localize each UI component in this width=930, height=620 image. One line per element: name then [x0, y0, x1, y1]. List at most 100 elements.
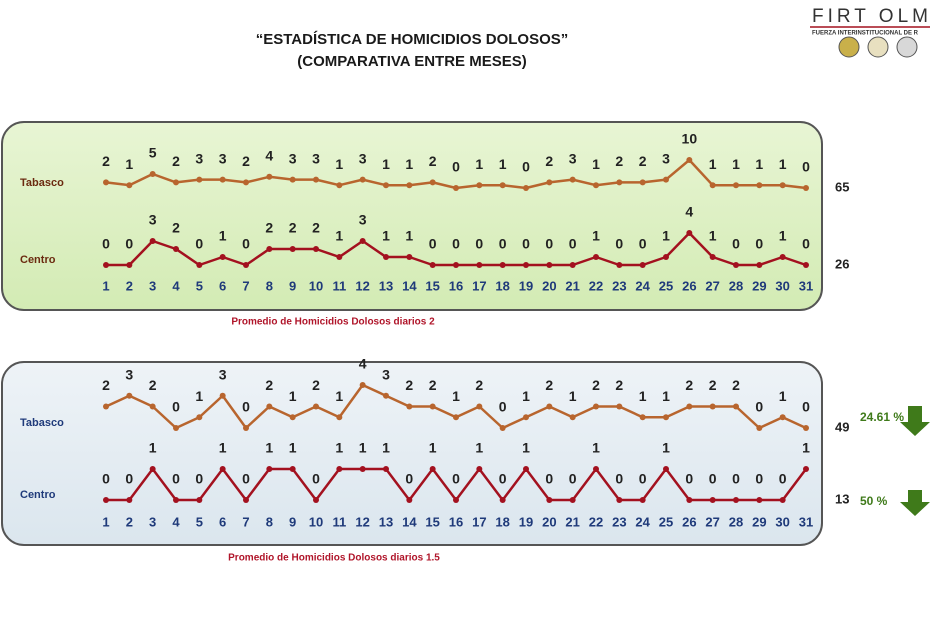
data-label: 1 [639, 388, 647, 404]
data-label: 3 [569, 150, 577, 166]
x-tick-label: 4 [172, 278, 180, 293]
point [756, 425, 763, 431]
x-tick-label: 22 [589, 278, 603, 293]
x-tick-label: 5 [196, 514, 203, 529]
x-tick-label: 12 [355, 514, 369, 529]
data-label: 4 [359, 356, 367, 372]
data-label: 1 [289, 440, 297, 456]
data-label: 1 [382, 228, 390, 244]
data-label: 1 [779, 388, 787, 404]
data-label: 0 [452, 471, 460, 487]
data-label: 1 [592, 228, 600, 244]
data-label: 0 [779, 471, 787, 487]
x-tick-label: 17 [472, 514, 486, 529]
data-label: 1 [592, 156, 600, 172]
point [453, 262, 459, 268]
data-label: 3 [219, 366, 227, 382]
data-label: 1 [569, 388, 577, 404]
point [406, 497, 413, 503]
data-label: 0 [405, 471, 413, 487]
data-label: 5 [149, 145, 157, 161]
point [149, 171, 156, 177]
x-tick-label: 9 [289, 278, 296, 293]
data-label: 1 [475, 440, 483, 456]
series-total: 13 [835, 491, 849, 506]
point [546, 403, 553, 410]
point [359, 238, 366, 244]
data-label: 1 [499, 156, 507, 172]
point [289, 466, 296, 472]
point [453, 414, 459, 421]
point [523, 414, 529, 421]
data-label: 0 [312, 471, 320, 487]
point [569, 497, 576, 503]
x-tick-label: 7 [242, 514, 249, 529]
data-label: 0 [615, 236, 623, 252]
data-label: 0 [755, 236, 763, 252]
data-label: 0 [452, 236, 460, 252]
point [173, 246, 179, 252]
point [359, 176, 366, 183]
point [686, 497, 693, 503]
data-label: 1 [429, 440, 437, 456]
point [756, 497, 763, 503]
point [546, 497, 553, 503]
point [196, 414, 203, 421]
point [709, 254, 716, 260]
series-name: Tabasco [20, 417, 64, 429]
x-tick-label: 30 [775, 278, 789, 293]
data-label: 1 [452, 388, 460, 404]
x-tick-label: 8 [266, 278, 273, 293]
data-label: 1 [289, 388, 297, 404]
point [126, 392, 133, 399]
data-label: 2 [149, 377, 157, 393]
down-arrow [900, 490, 930, 516]
point [779, 414, 786, 421]
point [429, 179, 436, 186]
point [126, 262, 133, 268]
point [733, 497, 739, 503]
point [289, 246, 296, 252]
point [616, 403, 623, 410]
data-label: 1 [149, 440, 157, 456]
x-tick-label: 25 [659, 278, 673, 293]
x-tick-label: 19 [519, 514, 533, 529]
data-label: 2 [312, 220, 320, 236]
data-label: 0 [499, 236, 507, 252]
data-label: 3 [312, 150, 320, 166]
data-label: 1 [662, 440, 670, 456]
data-label: 2 [615, 377, 623, 393]
data-label: 1 [779, 156, 787, 172]
point [429, 403, 436, 410]
x-tick-label: 27 [705, 278, 719, 293]
point [593, 254, 599, 260]
data-label: 0 [569, 236, 577, 252]
x-tick-label: 12 [355, 278, 369, 293]
data-label: 3 [125, 366, 133, 382]
x-tick-label: 14 [402, 278, 417, 293]
point [103, 403, 109, 410]
data-label: 0 [569, 471, 577, 487]
data-label: 2 [592, 377, 600, 393]
data-label: 1 [335, 156, 343, 172]
data-label: 3 [359, 150, 367, 166]
point [686, 157, 693, 163]
data-label: 2 [265, 377, 273, 393]
data-label: 0 [802, 399, 810, 415]
x-tick-label: 18 [495, 278, 509, 293]
point [476, 466, 483, 472]
data-label: 1 [219, 228, 227, 244]
point [196, 176, 203, 183]
point [149, 466, 156, 472]
data-label: 0 [195, 236, 203, 252]
title-line: (COMPARATIVA ENTRE MESES) [297, 53, 526, 70]
x-tick-label: 26 [682, 278, 696, 293]
note: Promedio de Homicidios Dolosos diarios 1… [228, 553, 440, 564]
data-label: 1 [265, 440, 273, 456]
x-tick-label: 6 [219, 514, 226, 529]
point [803, 262, 809, 268]
point [803, 185, 809, 191]
data-label: 1 [405, 156, 413, 172]
